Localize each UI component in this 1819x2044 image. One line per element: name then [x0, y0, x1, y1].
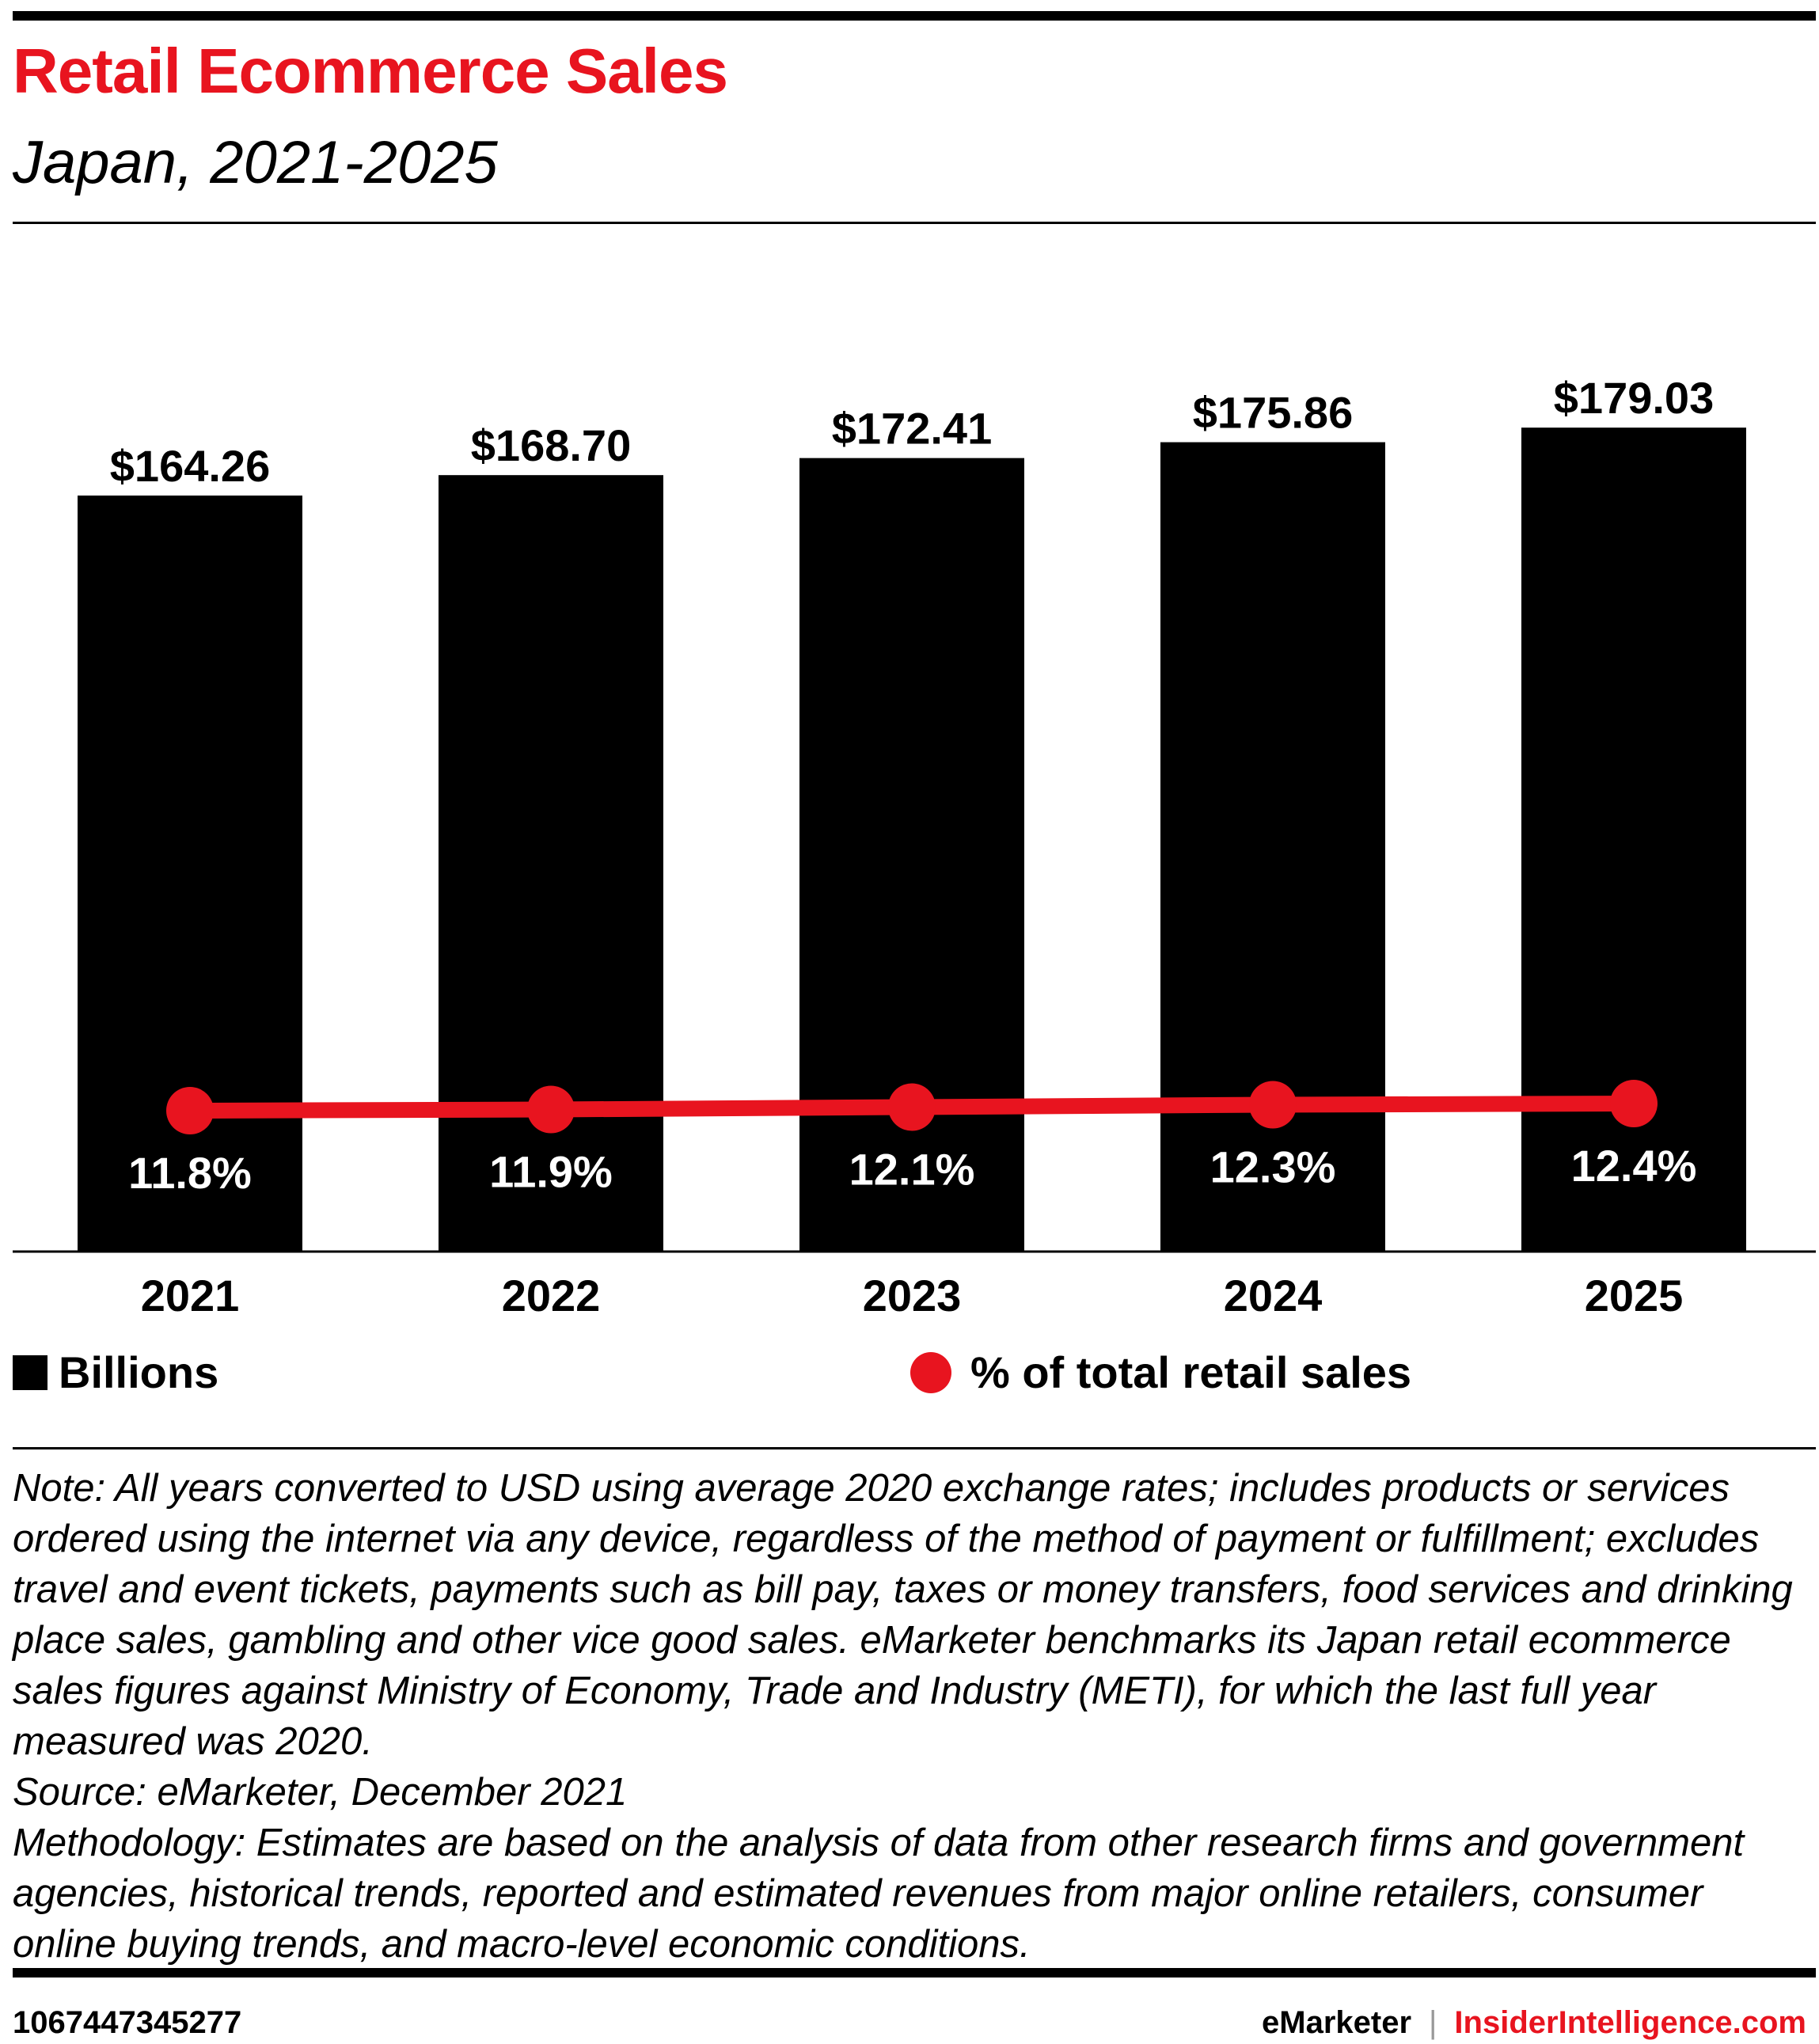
notes: Note: All years converted to USD using a… [13, 1463, 1810, 1970]
methodology-text: Methodology: Estimates are based on the … [13, 1822, 1745, 1966]
pct-point-2023 [888, 1083, 936, 1131]
x-tick-2025: 2025 [1585, 1271, 1684, 1320]
brand-separator: | [1429, 2005, 1437, 2040]
brand-insider-intelligence: InsiderIntelligence.com [1454, 2005, 1806, 2040]
title-rule [13, 222, 1816, 224]
bar-2025 [1521, 427, 1746, 1251]
pct-point-2022 [527, 1085, 575, 1134]
notes-bottom-rule [13, 1968, 1816, 1978]
chart-id: 1067447345277 [13, 2005, 242, 2040]
pct-point-2024 [1249, 1081, 1297, 1129]
bar-2024 [1160, 442, 1385, 1251]
top-rule [13, 11, 1816, 21]
pct-label-2021: 11.8% [128, 1148, 252, 1198]
bar-2021 [78, 495, 302, 1251]
bar-2023 [799, 458, 1024, 1251]
legend-line: % of total retail sales [910, 1351, 1411, 1395]
pct-label-2025: 12.4% [1571, 1141, 1697, 1191]
bar-value-label-2023: $172.41 [832, 404, 992, 454]
pct-label-2022: 11.9% [489, 1147, 613, 1197]
pct-label-2023: 12.1% [849, 1145, 975, 1195]
legend-bars-label: Billions [59, 1347, 219, 1397]
source-text: Source: eMarketer, December 2021 [13, 1771, 628, 1814]
brand-emarketer: eMarketer [1262, 2005, 1412, 2040]
notes-top-rule [13, 1447, 1816, 1449]
pct-point-2025 [1610, 1080, 1658, 1127]
note-text: Note: All years converted to USD using a… [13, 1467, 1793, 1763]
chart-area: $164.26 $168.70 $172.41 $175.86 $179.03 2021… [13, 373, 1816, 1320]
pct-label-2024: 12.3% [1210, 1142, 1336, 1192]
footer-brand: eMarketer | InsiderIntelligence.com [1262, 2007, 1806, 2038]
x-tick-2022: 2022 [502, 1271, 601, 1320]
legend-line-label: % of total retail sales [970, 1347, 1412, 1397]
legend-bars: Billions [13, 1351, 218, 1395]
x-tick-2023: 2023 [863, 1271, 962, 1320]
chart-subtitle: Japan, 2021-2025 [13, 129, 498, 196]
bar-value-label-2024: $175.86 [1193, 388, 1353, 438]
legend-line-swatch [910, 1352, 951, 1393]
x-tick-2021: 2021 [141, 1271, 240, 1320]
bar-value-label-2025: $179.03 [1554, 373, 1714, 423]
pct-point-2021 [166, 1087, 214, 1134]
legend-bars-swatch [13, 1355, 47, 1390]
bar-value-label-2022: $168.70 [471, 420, 631, 470]
bar-2022 [439, 475, 663, 1251]
bar-value-label-2021: $164.26 [110, 441, 270, 491]
x-tick-2024: 2024 [1224, 1271, 1323, 1320]
chart-title: Retail Ecommerce Sales [13, 36, 728, 106]
